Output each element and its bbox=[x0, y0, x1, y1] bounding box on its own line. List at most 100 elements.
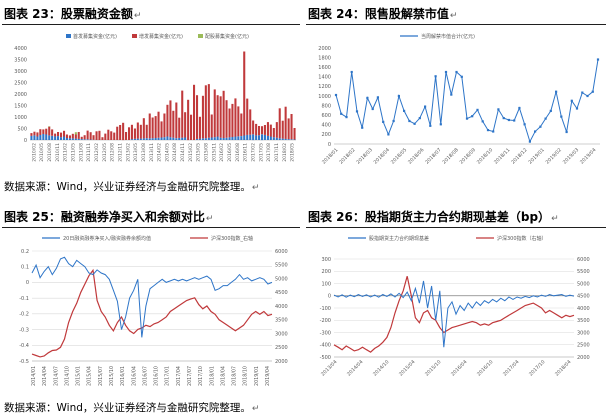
bar-c23 bbox=[243, 51, 246, 136]
xtick-c23: 2010/05 bbox=[39, 143, 45, 162]
ytick-left-c25: 0 bbox=[26, 280, 29, 286]
bar-c23 bbox=[133, 128, 136, 139]
point-c24 bbox=[518, 106, 521, 110]
point-c24 bbox=[444, 70, 448, 74]
xtick-c23: 2013/08 bbox=[141, 143, 147, 162]
bar-c23 bbox=[98, 130, 101, 140]
point-c24 bbox=[586, 94, 589, 98]
point-c24 bbox=[371, 107, 374, 111]
paragraph-mark: ↵ bbox=[133, 11, 142, 21]
bar-c23 bbox=[201, 95, 204, 139]
xtick-c25: 2014/01 bbox=[31, 366, 37, 386]
bar-c23 bbox=[151, 117, 154, 139]
bar-c23 bbox=[151, 138, 154, 140]
bar-c23 bbox=[77, 138, 80, 140]
bar-c23 bbox=[275, 137, 278, 140]
paragraph-mark: ↵ bbox=[449, 11, 458, 21]
ytick-c23: 1000 bbox=[14, 115, 27, 121]
xtick-c25: 2015/07 bbox=[98, 366, 104, 386]
xtick-c24: 2018/04 bbox=[373, 147, 391, 165]
xtick-c24: 2018/01 bbox=[321, 147, 339, 165]
bar-c23 bbox=[54, 136, 57, 140]
bar-c23 bbox=[261, 126, 264, 135]
bar-c23 bbox=[71, 133, 74, 139]
bar-c23 bbox=[261, 134, 264, 141]
bar-c23 bbox=[42, 134, 45, 140]
bar-c23 bbox=[252, 134, 255, 141]
xtick-c23: 2016/02 bbox=[219, 143, 225, 162]
point-c24 bbox=[528, 140, 531, 143]
bar-c23 bbox=[178, 137, 181, 140]
bar-c23 bbox=[204, 138, 207, 140]
xtick-c23: 2015/05 bbox=[196, 143, 202, 162]
xtick-c24: 2018/12 bbox=[510, 147, 528, 165]
bar-c23 bbox=[275, 122, 278, 138]
bar-c23 bbox=[213, 89, 216, 138]
bar-c23 bbox=[107, 129, 110, 140]
ytick-right-c25: 5000 bbox=[275, 276, 288, 282]
bar-c23 bbox=[196, 138, 199, 140]
bar-c23 bbox=[198, 138, 201, 140]
xtick-c23: 2012/02 bbox=[94, 143, 100, 162]
point-c24 bbox=[492, 130, 495, 133]
bar-c23 bbox=[71, 138, 74, 140]
point-c24 bbox=[408, 119, 411, 123]
ytick-left-c26: -200 bbox=[320, 318, 331, 324]
bar-c23 bbox=[80, 139, 83, 140]
bar-c23 bbox=[51, 129, 54, 136]
xtick-c25: 2016/04 bbox=[131, 366, 137, 386]
bar-c23 bbox=[42, 129, 45, 134]
point-c24 bbox=[345, 116, 348, 119]
bar-c23 bbox=[133, 138, 136, 140]
bar-c23 bbox=[246, 98, 249, 135]
point-c24 bbox=[434, 75, 437, 78]
bar-c23 bbox=[48, 126, 51, 136]
ytick-c24: 600 bbox=[321, 113, 331, 119]
point-c24 bbox=[534, 130, 537, 133]
bar-c23 bbox=[266, 122, 269, 136]
ytick-c24: 400 bbox=[321, 123, 331, 129]
point-c24 bbox=[465, 117, 469, 120]
bar-c23 bbox=[213, 137, 216, 140]
point-c24 bbox=[350, 70, 353, 74]
point-c24 bbox=[565, 130, 568, 134]
bar-c23 bbox=[175, 138, 178, 140]
title-rule-26 bbox=[306, 227, 606, 228]
bar-c23 bbox=[136, 138, 139, 140]
xtick-c24: 2018/05 bbox=[390, 147, 408, 165]
bar-c23 bbox=[216, 136, 219, 140]
xtick-c25: 2014/07 bbox=[53, 366, 59, 386]
bar-c23 bbox=[157, 137, 160, 140]
series-line-c24 bbox=[335, 59, 599, 143]
source-note-top: 数据来源：Wind，兴业证券经济与金融研究院整理。↵ bbox=[4, 181, 260, 193]
chart-title-23: 图表 23：股票融资金额↵ bbox=[4, 7, 142, 21]
series-main-c25 bbox=[31, 256, 273, 338]
bar-c23 bbox=[30, 133, 33, 136]
bar-c23 bbox=[207, 137, 210, 140]
ytick-c24: 1400 bbox=[318, 75, 331, 81]
bar-c23 bbox=[39, 129, 42, 135]
xtick-c26: 2015/10 bbox=[424, 359, 442, 377]
ytick-c23: 1500 bbox=[14, 103, 27, 109]
bar-c23 bbox=[45, 128, 48, 135]
xtick-c24: 2019/03 bbox=[562, 147, 580, 165]
xtick-c23: 2016/08 bbox=[235, 143, 241, 162]
point-c24 bbox=[539, 125, 542, 128]
xtick-c25: 2018/01 bbox=[209, 366, 215, 386]
bar-c23 bbox=[184, 112, 187, 138]
point-c24 bbox=[513, 119, 516, 122]
bar-c23 bbox=[225, 137, 228, 140]
ytick-right-c26: 2000 bbox=[577, 355, 590, 361]
bar-c23 bbox=[201, 138, 204, 140]
point-c24 bbox=[413, 122, 416, 125]
ytick-c23: 500 bbox=[17, 126, 27, 132]
bar-c23 bbox=[80, 136, 83, 140]
xtick-c23: 2010/11 bbox=[55, 143, 61, 162]
bar-c23 bbox=[39, 134, 42, 140]
xtick-c25: 2016/10 bbox=[154, 366, 160, 386]
legend-c23-1-swatch bbox=[132, 34, 137, 38]
bar-c23 bbox=[51, 135, 54, 140]
ytick-right-c25: 2500 bbox=[275, 345, 288, 351]
chart-stock-financing: 首发募集资金(亿元) 增发募集资金(亿元) 配股募集资金(亿元) 0 500 1000 15… bbox=[14, 33, 296, 162]
source-note-bottom: 数据来源：Wind，兴业证券经济与金融研究院整理。↵ bbox=[4, 402, 260, 414]
